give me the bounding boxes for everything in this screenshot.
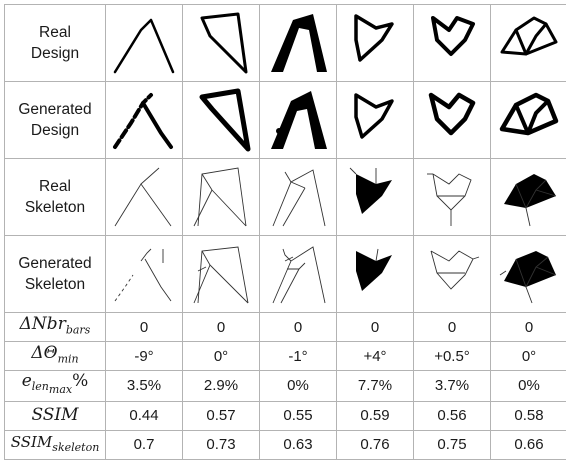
delta-theta-min-value: +4° xyxy=(336,341,414,371)
delta-theta-min-label: ΔΘmin xyxy=(4,341,106,371)
e-len-max-value: 0% xyxy=(490,370,566,402)
ssim-skeleton-value: 0.66 xyxy=(490,429,566,460)
delta-theta-min-value: +0.5° xyxy=(413,341,491,371)
real-design-1 xyxy=(105,4,183,82)
ssim-skeleton-value: 0.7 xyxy=(105,429,183,460)
ssim-skeleton-value: 0.76 xyxy=(336,429,414,460)
real-design-2 xyxy=(182,4,260,82)
generated-design-row: Generated Design xyxy=(4,81,566,159)
ssim-row: SSIM 0.44 0.57 0.55 0.59 0.56 0.58 xyxy=(4,400,566,431)
generated-skeleton-1 xyxy=(105,235,183,313)
real-design-3 xyxy=(259,4,337,82)
delta-nbr-bars-value: 0 xyxy=(413,312,491,342)
ssim-label: SSIM xyxy=(4,400,106,431)
delta-nbr-bars-value: 0 xyxy=(490,312,566,342)
real-skeleton-5 xyxy=(413,158,491,236)
ssim-value: 0.58 xyxy=(490,400,566,431)
e-len-max-value: 2.9% xyxy=(182,370,260,402)
e-len-max-value: 3.5% xyxy=(105,370,183,402)
real-skeleton-1 xyxy=(105,158,183,236)
ssim-value: 0.59 xyxy=(336,400,414,431)
generated-skeleton-6 xyxy=(490,235,566,313)
ssim-value: 0.55 xyxy=(259,400,337,431)
real-skeleton-label: Real Skeleton xyxy=(4,158,106,236)
delta-theta-min-value: -9° xyxy=(105,341,183,371)
generated-skeleton-3 xyxy=(259,235,337,313)
e-len-max-value: 3.7% xyxy=(413,370,491,402)
real-skeleton-6 xyxy=(490,158,566,236)
ssim-skeleton-value: 0.63 xyxy=(259,429,337,460)
ssim-skeleton-row: SSIMskeleton 0.7 0.73 0.63 0.76 0.75 0.6… xyxy=(4,429,566,460)
real-skeleton-4 xyxy=(336,158,414,236)
ssim-skeleton-label: SSIMskeleton xyxy=(4,429,106,460)
delta-nbr-bars-value: 0 xyxy=(182,312,260,342)
generated-skeleton-5 xyxy=(413,235,491,313)
real-skeleton-2 xyxy=(182,158,260,236)
delta-theta-min-value: 0° xyxy=(490,341,566,371)
generated-design-5 xyxy=(413,81,491,159)
e-len-max-value: 0% xyxy=(259,370,337,402)
real-design-6 xyxy=(490,4,566,82)
generated-design-label: Generated Design xyxy=(4,81,106,159)
delta-theta-min-row: ΔΘmin -9° 0° -1° +4° +0.5° 0° xyxy=(4,341,566,371)
delta-nbr-bars-value: 0 xyxy=(336,312,414,342)
ssim-skeleton-value: 0.75 xyxy=(413,429,491,460)
e-len-max-value: 7.7% xyxy=(336,370,414,402)
generated-skeleton-2 xyxy=(182,235,260,313)
generated-design-4 xyxy=(336,81,414,159)
e-len-max-row: elenmax% 3.5% 2.9% 0% 7.7% 3.7% 0% xyxy=(4,370,566,402)
generated-design-6 xyxy=(490,81,566,159)
real-design-5 xyxy=(413,4,491,82)
delta-theta-min-value: 0° xyxy=(182,341,260,371)
ssim-value: 0.44 xyxy=(105,400,183,431)
ssim-skeleton-value: 0.73 xyxy=(182,429,260,460)
generated-skeleton-label: Generated Skeleton xyxy=(4,235,106,313)
real-skeleton-3 xyxy=(259,158,337,236)
generated-skeleton-4 xyxy=(336,235,414,313)
ssim-value: 0.56 xyxy=(413,400,491,431)
delta-nbr-bars-row: ΔNbrbars 0 0 0 0 0 0 xyxy=(4,312,566,342)
delta-nbr-bars-value: 0 xyxy=(105,312,183,342)
e-len-max-label: elenmax% xyxy=(4,370,106,402)
delta-nbr-bars-value: 0 xyxy=(259,312,337,342)
ssim-value: 0.57 xyxy=(182,400,260,431)
real-design-4 xyxy=(336,4,414,82)
delta-theta-min-value: -1° xyxy=(259,341,337,371)
real-design-label: Real Design xyxy=(4,4,106,82)
generated-design-3 xyxy=(259,81,337,159)
real-design-row: Real Design xyxy=(4,4,566,82)
results-table: Real Design Generated Design xyxy=(4,4,566,460)
delta-nbr-bars-label: ΔNbrbars xyxy=(4,312,106,342)
generated-skeleton-row: Generated Skeleton xyxy=(4,235,566,313)
generated-design-1 xyxy=(105,81,183,159)
generated-design-2 xyxy=(182,81,260,159)
real-skeleton-row: Real Skeleton xyxy=(4,158,566,236)
